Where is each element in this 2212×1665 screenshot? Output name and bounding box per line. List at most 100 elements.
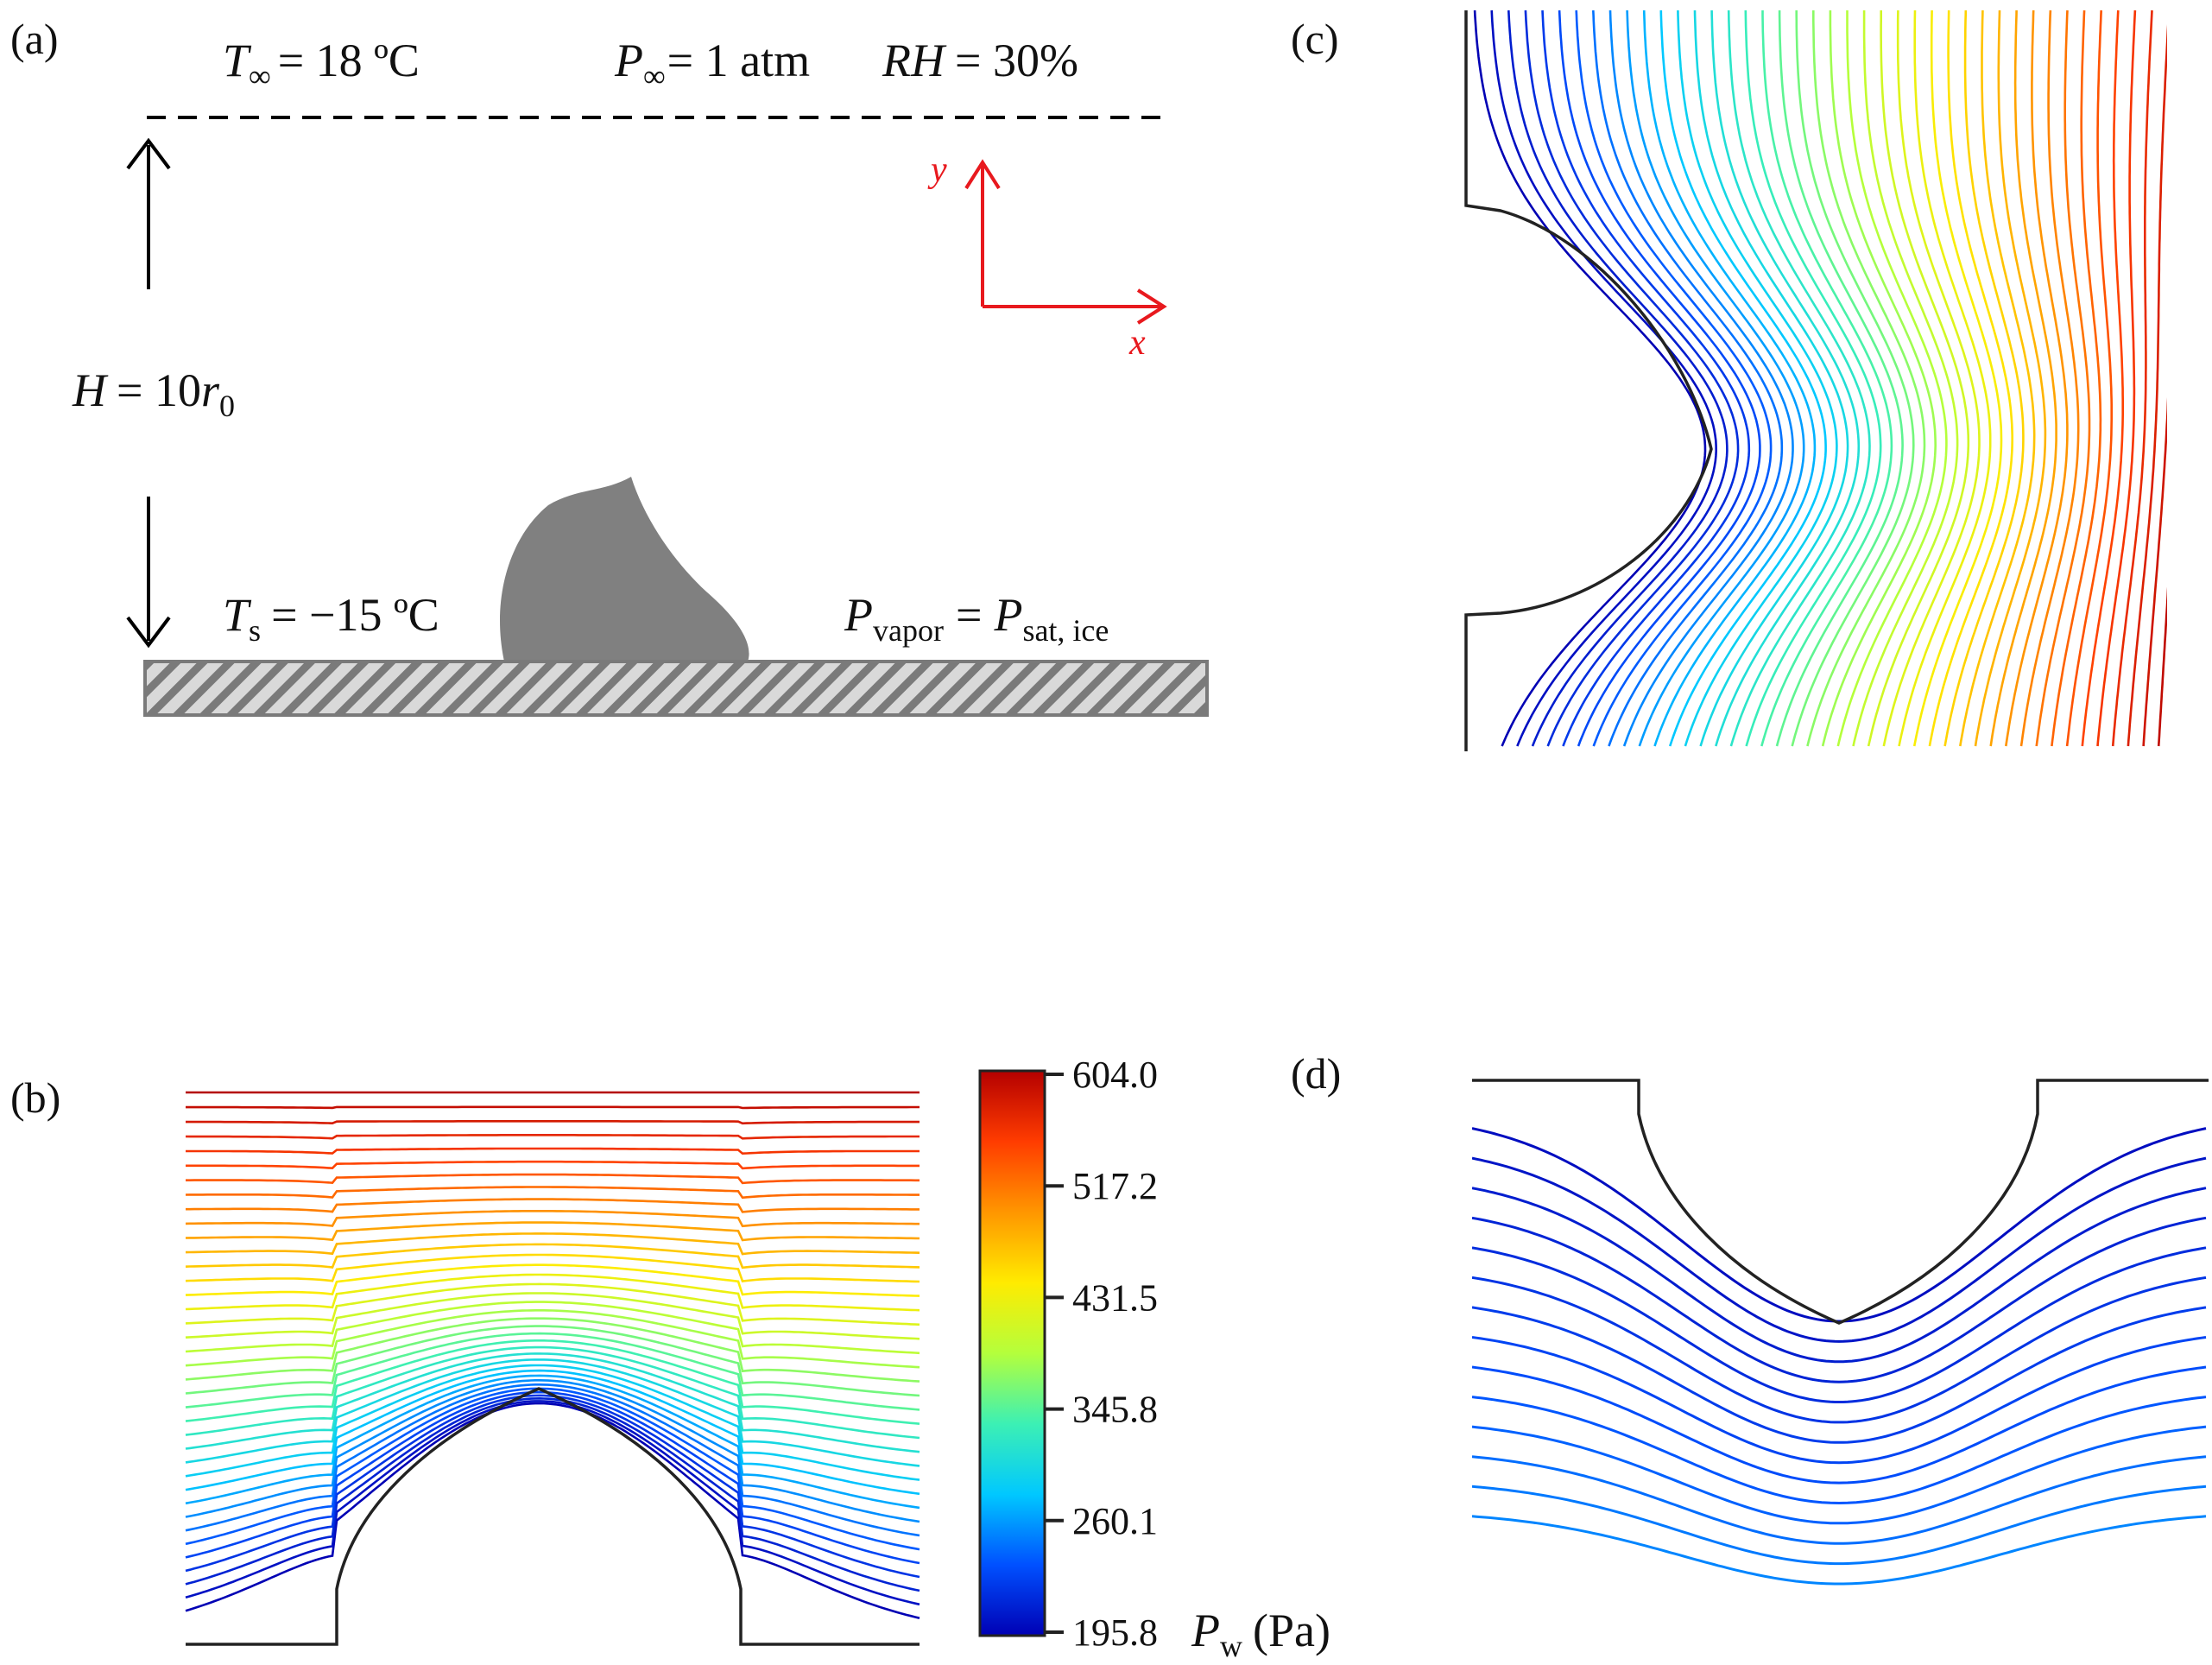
contour-line-c [1775,10,1904,747]
contour-line-b [185,1339,920,1425]
contour-line-c [1490,9,1718,747]
contour-line-c [1541,9,1751,747]
contour-line-b [185,1253,920,1283]
contour-line-b [185,1364,920,1481]
contour-line-c [2065,9,2113,747]
x-axis-arrowhead [1136,288,1167,325]
panel-d-contour-zoom: (d) [1291,1049,2209,1586]
panel-c-contour-zoom: (c) [1291,9,2167,751]
contour-line-d [1472,1127,2207,1323]
contour-line-b [185,1358,920,1467]
contour-line-d [1472,1455,2207,1545]
p-inf-label: P∞= 1 atm [614,35,810,93]
contour-line-c [1760,10,1893,747]
contour-line-c [1710,9,1861,747]
colorbar-ticks: 604.0 517.2 431.5 345.8 260.1 195.8 [1045,1054,1158,1654]
height-arrow-down [126,497,171,649]
contour-line-c [1912,9,2003,747]
contour-line-b [186,1160,920,1170]
contour-line-c [1473,9,1707,747]
contour-line-c [1836,10,1948,747]
contour-line-c [1989,9,2057,747]
contour-line-d [1472,1276,2207,1424]
contour-line-b [185,1345,920,1440]
contour-line-b [185,1400,920,1606]
panel-b-contour-plot: (b) [10,1073,920,1646]
contour-line-d [1472,1425,2207,1525]
contour-line-c [1974,9,2047,747]
contour-line-c [1575,9,1773,747]
contour-line-b [185,1186,920,1200]
contour-line-b [186,1120,920,1125]
panel-label-a: (a) [10,15,59,63]
coordinate-axes: x y [927,150,1167,363]
y-axis-label: y [927,150,947,190]
contour-line-c [1524,9,1740,747]
colorbar-label: Pw (Pa) [1191,1605,1330,1663]
contour-line-c [1608,9,1794,747]
contour-line-c [1791,10,1915,747]
contour-line-b [185,1352,920,1453]
contour-line-c [1898,9,1992,747]
contour-line-c [1882,9,1981,747]
contour-line-b [185,1263,920,1297]
contour-line-c [1943,9,2025,747]
rh-label: RH = 30% [882,35,1078,86]
contour-line-d [1472,1246,2207,1403]
contour-line-b [185,1210,920,1228]
contour-line-c [1959,9,2036,747]
contour-line-c [1693,9,1849,747]
t-inf-label: T∞ = 18 ºC [223,35,420,93]
contour-line-c [2019,9,2080,747]
contour-line-c [2081,9,2124,747]
contour-line-c [2005,9,2069,747]
contour-line-d [1472,1306,2207,1444]
contour-line-c [1642,9,1817,747]
contour-line-c [1821,10,1937,747]
contour-line-b [185,1282,920,1326]
contour-line-c [1852,10,1959,747]
contour-line-b [186,1173,920,1185]
panel-label-c: (c) [1291,15,1339,63]
contour-line-b [185,1309,920,1369]
contour-line-d [1472,1187,2207,1364]
panel-a-schematic: (a) T∞ = 18 ºC P∞= 1 atm RH = 30% H = 10r0 … [10,15,1209,717]
contour-line-b [185,1301,920,1355]
contour-line-b [185,1379,920,1523]
surface-temp-label: Ts = −15 ºC [223,589,439,648]
contour-line-b [185,1369,920,1496]
contour-line-c [2157,586,2167,747]
contour-line-d [1472,1365,2207,1485]
droplet-outline-d [1472,1079,2209,1325]
contour-line-d [1472,1216,2207,1383]
contour-line-b [185,1243,920,1269]
contours-b [185,1091,920,1619]
contour-line-c [1806,10,1926,747]
contour-line-b [185,1383,920,1537]
contour-line-c [1867,10,1970,747]
x-axis-label: x [1128,323,1146,363]
contour-line-b [186,1105,920,1110]
colorbar-tick-label: 604.0 [1072,1054,1158,1096]
contour-line-c [2142,396,2167,747]
contour-line-b [185,1134,920,1140]
panel-label-d: (d) [1291,1049,1341,1098]
vapor-pressure-label: Pvapor = Psat, ice [844,589,1109,648]
colorbar-tick-label: 345.8 [1072,1389,1158,1431]
contour-line-b [185,1332,920,1411]
contour-line-c [1626,9,1805,747]
droplet-outline-c [1464,10,1713,751]
contour-line-b [185,1232,920,1256]
height-arrow-up [126,137,171,289]
contour-line-d [1472,1396,2207,1505]
contour-line-c [1659,9,1827,747]
contour-line-d [1472,1336,2207,1465]
contour-line-b [185,1390,920,1565]
colorbar-tick-label: 517.2 [1072,1165,1158,1207]
contour-line-b [185,1221,920,1242]
contour-line-b [186,1147,920,1155]
frozen-droplet [500,477,749,662]
contour-line-c [2111,9,2153,747]
colorbar-tick-label: 195.8 [1072,1611,1158,1654]
